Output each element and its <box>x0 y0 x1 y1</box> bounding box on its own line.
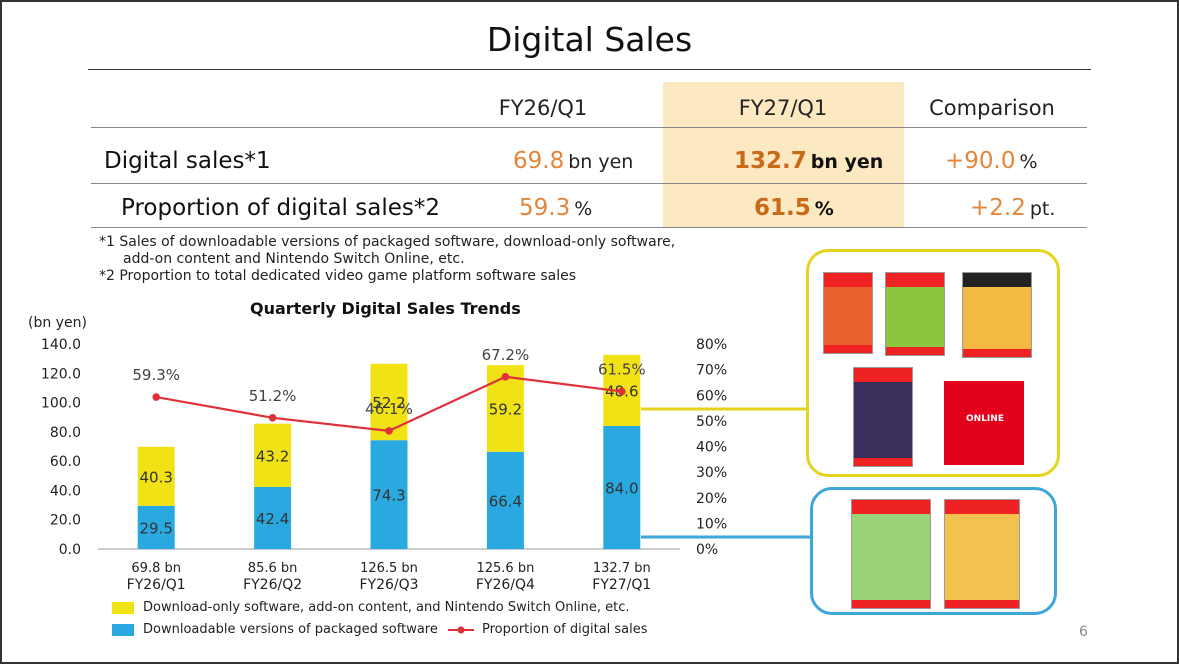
game-box-image <box>944 499 1020 609</box>
proportion-fy26-value: 59.3% <box>519 195 593 221</box>
column-header-comparison: Comparison <box>929 96 1055 120</box>
legend-swatch-yellow <box>112 601 134 614</box>
nintendo-switch-online-card: ONLINE <box>944 381 1024 465</box>
legend-item-proportion: Proportion of digital sales <box>448 622 648 637</box>
legend-label-proportion: Proportion of digital sales <box>482 622 648 637</box>
proportion-comparison-value: +2.2 pt. <box>970 195 1056 221</box>
table-header-rule <box>91 127 1087 128</box>
title-divider <box>88 69 1091 70</box>
table-bottom-rule <box>91 227 1087 228</box>
legend-label-packaged: Downloadable versions of packaged softwa… <box>143 622 438 637</box>
game-box-image <box>853 367 913 467</box>
legend-label-download-only: Download-only software, add-on content, … <box>143 600 630 615</box>
packaged-products-group <box>810 487 1057 615</box>
digital-sales-fy26-value: 69.8 bn yen <box>513 148 634 174</box>
column-header-fy26-q1: FY26/Q1 <box>498 96 588 120</box>
game-box-image <box>851 499 931 609</box>
game-box-image <box>885 272 945 356</box>
row-label-proportion: Proportion of digital sales*2 <box>121 195 440 221</box>
game-box-image <box>823 272 873 354</box>
chart-title: Quarterly Digital Sales Trends <box>250 299 521 318</box>
page-title: Digital Sales <box>486 20 693 59</box>
legend-line-marker <box>448 626 474 633</box>
page-number: 6 <box>1079 624 1088 640</box>
table-row-rule <box>91 183 1087 184</box>
download-only-products-group: ONLINE <box>806 249 1060 477</box>
footnote-1: *1 Sales of downloadable versions of pac… <box>99 234 676 250</box>
footnote-1-continued: add-on content and Nintendo Switch Onlin… <box>123 251 465 267</box>
highlight-column-fy27 <box>663 82 904 228</box>
digital-sales-comparison-value: +90.0% <box>945 148 1038 174</box>
legend-item-packaged: Downloadable versions of packaged softwa… <box>112 622 438 637</box>
game-box-image <box>962 272 1032 358</box>
legend-swatch-blue <box>112 623 134 636</box>
column-header-fy27-q1: FY27/Q1 <box>738 96 828 120</box>
proportion-fy27-value: 61.5% <box>754 195 834 221</box>
footnote-2: *2 Proportion to total dedicated video g… <box>99 268 577 284</box>
legend-item-download-only: Download-only software, add-on content, … <box>112 600 630 615</box>
row-label-digital-sales: Digital sales*1 <box>104 148 271 174</box>
digital-sales-fy27-value: 132.7 bn yen <box>734 148 884 174</box>
